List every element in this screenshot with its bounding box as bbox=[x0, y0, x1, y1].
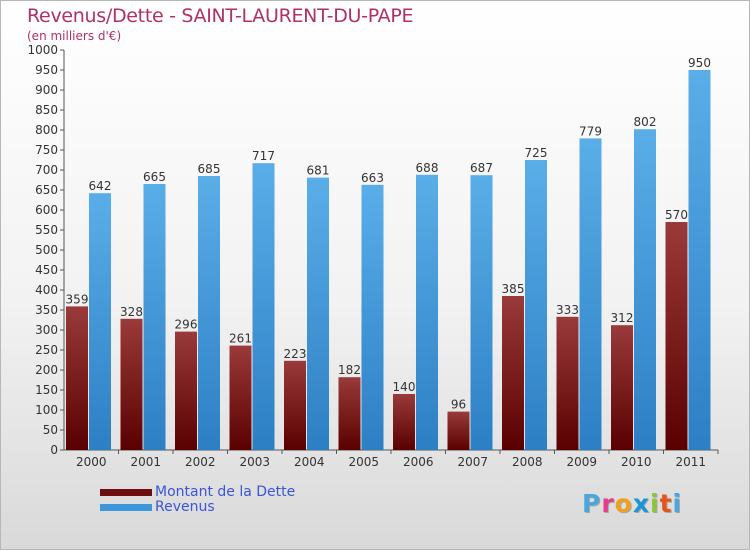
data-label-debt: 182 bbox=[338, 363, 361, 377]
legend-label-debt: Montant de la Dette bbox=[155, 484, 296, 500]
data-label-debt: 385 bbox=[502, 282, 525, 296]
y-tick-label: 650 bbox=[35, 183, 58, 197]
proxiti-logo: Proxiti bbox=[582, 489, 682, 518]
data-label-revenus: 687 bbox=[470, 161, 493, 175]
data-label-debt: 261 bbox=[229, 332, 252, 346]
data-label-revenus: 665 bbox=[143, 170, 166, 184]
data-label-debt: 312 bbox=[611, 311, 634, 325]
y-tick-label: 50 bbox=[43, 423, 58, 437]
legend-swatch-debt bbox=[100, 489, 152, 496]
chart-subtitle: (en milliers d'€) bbox=[27, 29, 122, 43]
data-label-debt: 223 bbox=[284, 347, 307, 361]
logo-letter: P bbox=[582, 489, 602, 518]
x-tick-label: 2003 bbox=[239, 455, 270, 469]
bar-revenus bbox=[143, 184, 166, 450]
bar-debt bbox=[393, 394, 415, 450]
y-tick-label: 900 bbox=[35, 83, 58, 97]
data-label-debt: 96 bbox=[451, 398, 466, 412]
data-label-revenus: 779 bbox=[579, 124, 602, 138]
y-tick-label: 100 bbox=[35, 403, 58, 417]
y-tick-label: 950 bbox=[35, 63, 58, 77]
bar-debt bbox=[120, 318, 143, 450]
x-tick-label: 2011 bbox=[675, 455, 706, 469]
y-tick-label: 250 bbox=[35, 343, 58, 357]
logo-letter: x bbox=[632, 489, 650, 518]
x-tick-label: 2000 bbox=[76, 455, 107, 469]
data-label-revenus: 681 bbox=[307, 164, 330, 178]
data-label-revenus: 950 bbox=[688, 56, 711, 70]
bar-revenus bbox=[198, 176, 220, 450]
logo-letter: i bbox=[672, 489, 683, 518]
bar-debt bbox=[502, 296, 524, 450]
bar-revenus bbox=[470, 175, 493, 450]
chart-title: Revenus/Dette - SAINT-LAURENT-DU-PAPE bbox=[27, 5, 414, 27]
bar-revenus bbox=[361, 184, 384, 451]
data-label-revenus: 663 bbox=[361, 171, 384, 185]
data-label-debt: 359 bbox=[66, 292, 89, 306]
data-label-debt: 296 bbox=[175, 318, 198, 332]
y-tick-label: 750 bbox=[35, 143, 58, 157]
bar-revenus bbox=[307, 177, 329, 450]
bar-revenus bbox=[579, 138, 602, 450]
data-label-debt: 333 bbox=[556, 303, 579, 317]
legend-swatch-revenus bbox=[100, 504, 152, 511]
chart-bars bbox=[66, 70, 711, 451]
x-tick-label: 2001 bbox=[130, 455, 161, 469]
bar-revenus bbox=[89, 193, 111, 450]
y-tick-label: 450 bbox=[35, 263, 58, 277]
data-label-debt: 570 bbox=[665, 208, 688, 222]
y-tick-label: 600 bbox=[35, 203, 58, 217]
bar-revenus bbox=[688, 70, 711, 450]
logo-letter: r bbox=[601, 489, 615, 518]
bar-debt bbox=[611, 325, 633, 450]
y-tick-label: 500 bbox=[35, 243, 58, 257]
x-tick-label: 2007 bbox=[457, 455, 488, 469]
y-tick-label: 1000 bbox=[27, 43, 58, 57]
bar-debt bbox=[338, 377, 361, 450]
data-label-revenus: 725 bbox=[525, 146, 548, 160]
data-label-revenus: 717 bbox=[252, 149, 275, 163]
chart-data-labels: 359 642 328 665 296 685 261 717 223 681 182 663 140 6… bbox=[66, 56, 711, 412]
legend-label-revenus: Revenus bbox=[155, 499, 215, 515]
y-tick-label: 800 bbox=[35, 123, 58, 137]
data-label-revenus: 802 bbox=[634, 115, 657, 129]
bar-revenus bbox=[252, 163, 275, 450]
x-tick-label: 2010 bbox=[621, 455, 652, 469]
y-tick-label: 850 bbox=[35, 103, 58, 117]
y-tick-label: 0 bbox=[50, 443, 58, 457]
x-tick-label: 2009 bbox=[566, 455, 597, 469]
logo-letter: t bbox=[659, 489, 673, 518]
x-tick-label: 2008 bbox=[512, 455, 543, 469]
y-tick-label: 550 bbox=[35, 223, 58, 237]
bar-debt bbox=[665, 222, 688, 450]
bar-revenus bbox=[416, 174, 438, 451]
x-tick-label: 2004 bbox=[294, 455, 325, 469]
y-tick-label: 300 bbox=[35, 323, 58, 337]
data-label-revenus: 685 bbox=[198, 162, 221, 176]
logo-letter: o bbox=[614, 489, 633, 518]
bar-revenus bbox=[525, 160, 547, 450]
data-label-debt: 328 bbox=[120, 305, 143, 319]
bar-revenus bbox=[634, 129, 656, 450]
y-tick-label: 200 bbox=[35, 363, 58, 377]
bar-debt bbox=[66, 306, 88, 450]
y-tick-label: 700 bbox=[35, 163, 58, 177]
x-tick-label: 2006 bbox=[403, 455, 434, 469]
y-tick-label: 400 bbox=[35, 283, 58, 297]
data-label-revenus: 688 bbox=[416, 161, 439, 175]
data-label-debt: 140 bbox=[393, 380, 416, 394]
bar-debt bbox=[175, 331, 197, 450]
bar-debt bbox=[447, 411, 470, 450]
x-tick-label: 2002 bbox=[185, 455, 216, 469]
data-label-revenus: 642 bbox=[89, 179, 112, 193]
chart-axes: 0 50 100 150 200 250 300 350 400 450 500 550 600 650 7… bbox=[27, 43, 719, 469]
bar-debt bbox=[556, 316, 579, 450]
logo-letter: i bbox=[650, 489, 660, 518]
y-tick-label: 150 bbox=[35, 383, 58, 397]
bar-debt bbox=[229, 345, 252, 450]
y-tick-label: 350 bbox=[35, 303, 58, 317]
x-tick-label: 2005 bbox=[348, 455, 379, 469]
bar-debt bbox=[284, 360, 306, 450]
